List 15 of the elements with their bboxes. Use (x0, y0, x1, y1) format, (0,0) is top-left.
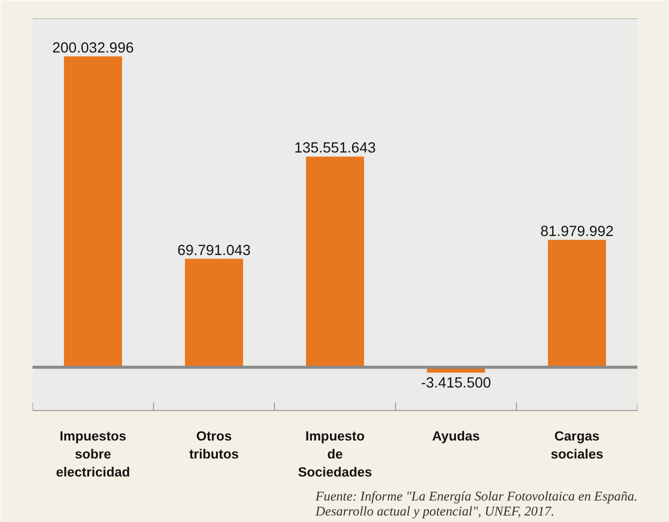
data-label: 200.032.996 (52, 40, 134, 56)
bar (184, 258, 244, 368)
data-label: 69.791.043 (177, 242, 251, 259)
source-note: Fuente: Informe "La Energía Solar Fotovoltaica en España. Desarrollo actual y potencial", UNEF, 2017. (314, 488, 638, 518)
bar (64, 56, 122, 368)
data-label: 135.551.643 (294, 140, 376, 157)
data-label: 81.979.992 (540, 224, 614, 240)
data-label: -3.415.500 (420, 376, 492, 392)
bar (306, 156, 364, 368)
x-tick-label: Otros tributos (189, 428, 239, 462)
x-tick-label: Ayudas (432, 428, 480, 444)
x-tick-label: Impuesto de Sociedades (298, 428, 372, 480)
bar (548, 240, 606, 368)
x-tick-label: Impuestos sobre electricidad (56, 428, 130, 480)
x-tick-label: Cargas sociales (550, 428, 604, 462)
